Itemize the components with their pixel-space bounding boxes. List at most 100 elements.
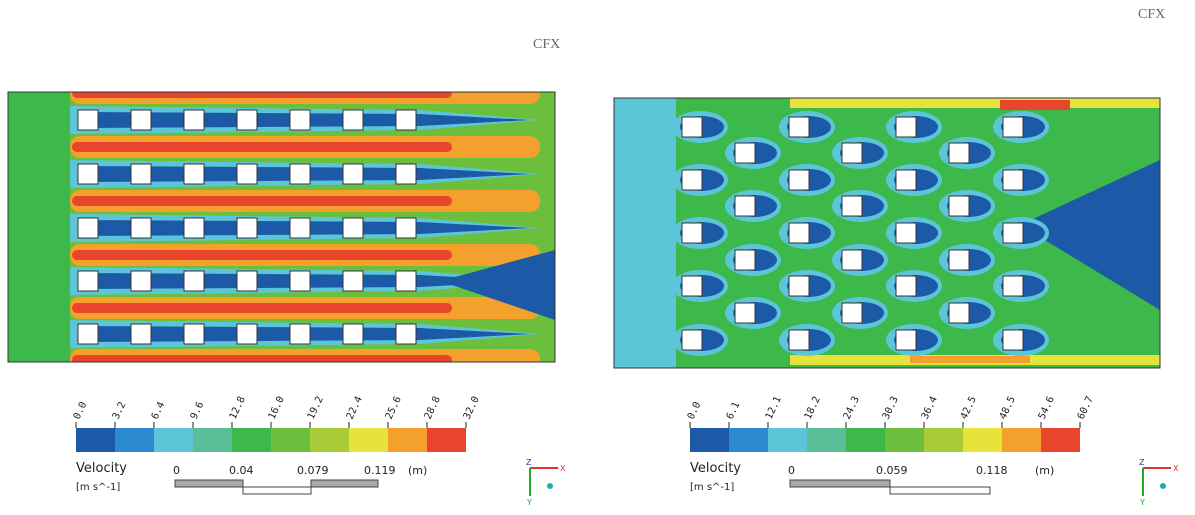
colorbar-segment	[1002, 428, 1041, 452]
obstacle	[842, 196, 862, 216]
obstacle	[896, 223, 916, 243]
scale-label: 0.079	[297, 464, 329, 477]
obstacle	[896, 170, 916, 190]
obstacle	[78, 271, 98, 291]
axis-z	[1160, 483, 1166, 489]
axis-label: X	[560, 464, 566, 473]
obstacle	[682, 117, 702, 137]
scale-bar	[311, 480, 378, 487]
flow-band	[72, 142, 452, 152]
flow-band	[72, 303, 452, 313]
logo: CFX	[1138, 7, 1165, 22]
tick-label: 30.3	[881, 395, 901, 421]
tick-label: 18.2	[803, 395, 823, 421]
tick-label: 6.1	[725, 400, 743, 421]
colorbar-segment	[885, 428, 924, 452]
scale-bar	[790, 480, 890, 487]
tick-label: 0.0	[686, 400, 704, 421]
obstacle	[237, 218, 257, 238]
obstacle	[343, 218, 363, 238]
scale-label: 0	[173, 464, 180, 477]
tick-label: 9.6	[189, 400, 207, 421]
tick-label: 60.7	[1076, 395, 1096, 421]
colorbar-segment	[1041, 428, 1080, 452]
obstacle	[1003, 117, 1023, 137]
obstacle	[1003, 223, 1023, 243]
colorbar-segment	[729, 428, 768, 452]
obstacle	[735, 143, 755, 163]
obstacle	[343, 110, 363, 130]
tick-label: 36.4	[920, 395, 940, 421]
flow-band	[72, 88, 452, 98]
scale-bar	[243, 487, 311, 494]
obstacle	[78, 164, 98, 184]
contour-left	[8, 82, 555, 371]
obstacle	[343, 164, 363, 184]
colorbar-segment	[76, 428, 115, 452]
obstacle	[396, 271, 416, 291]
colorbar-segment	[807, 428, 846, 452]
obstacle	[949, 303, 969, 323]
obstacle	[842, 250, 862, 270]
obstacle	[131, 324, 151, 344]
scale-label: 0.04	[229, 464, 254, 477]
obstacle	[396, 324, 416, 344]
tick-label: 28.8	[423, 395, 443, 421]
tick-label: 0.0	[72, 400, 90, 421]
obstacle	[237, 164, 257, 184]
obstacle	[290, 218, 310, 238]
axis-label: X	[1173, 464, 1179, 473]
colorbar-segment	[310, 428, 349, 452]
scale-label: 0.119	[364, 464, 396, 477]
legend-unit: [m s^-1]	[76, 482, 120, 493]
legend-title: Velocity	[690, 461, 741, 476]
obstacle	[896, 117, 916, 137]
obstacle	[131, 271, 151, 291]
axis-z	[547, 483, 553, 489]
colorbar-segment	[690, 428, 729, 452]
colorbar-segment	[193, 428, 232, 452]
tick-label: 32.0	[462, 395, 482, 421]
tick-label: 19.2	[306, 395, 326, 421]
tick-label: 16.0	[267, 395, 287, 421]
logo: CFX	[533, 37, 560, 52]
obstacle	[290, 110, 310, 130]
scale-unit: (m)	[1035, 464, 1054, 477]
tick-label: 54.6	[1037, 395, 1057, 421]
axis-label: Y	[526, 498, 532, 507]
tick-label: 25.6	[384, 395, 404, 421]
obstacle	[682, 276, 702, 296]
colorbar-segment	[115, 428, 154, 452]
colorbar-segment	[388, 428, 427, 452]
obstacle	[78, 218, 98, 238]
obstacle	[789, 223, 809, 243]
obstacle	[237, 324, 257, 344]
obstacle	[896, 276, 916, 296]
tick-label: 12.8	[228, 395, 248, 421]
tick-label: 48.5	[998, 395, 1018, 421]
obstacle	[682, 223, 702, 243]
tick-label: 24.3	[842, 395, 862, 421]
obstacle	[237, 271, 257, 291]
legend-title: Velocity	[76, 461, 127, 476]
contour-right	[614, 98, 1160, 368]
obstacle	[131, 110, 151, 130]
obstacle	[1003, 170, 1023, 190]
tick-label: 3.2	[111, 400, 129, 421]
obstacle	[184, 324, 204, 344]
obstacle	[789, 276, 809, 296]
obstacle	[343, 271, 363, 291]
obstacle	[949, 196, 969, 216]
scale-unit: (m)	[408, 464, 427, 477]
scale-bar	[175, 480, 243, 487]
colorbar-segment	[271, 428, 310, 452]
obstacle	[789, 330, 809, 350]
tick-label: 42.5	[959, 395, 979, 421]
obstacle	[842, 303, 862, 323]
colorbar-segment	[768, 428, 807, 452]
obstacle	[78, 324, 98, 344]
obstacle	[735, 196, 755, 216]
colorbar-segment	[924, 428, 963, 452]
obstacle	[789, 170, 809, 190]
tick-label: 22.4	[345, 395, 365, 421]
